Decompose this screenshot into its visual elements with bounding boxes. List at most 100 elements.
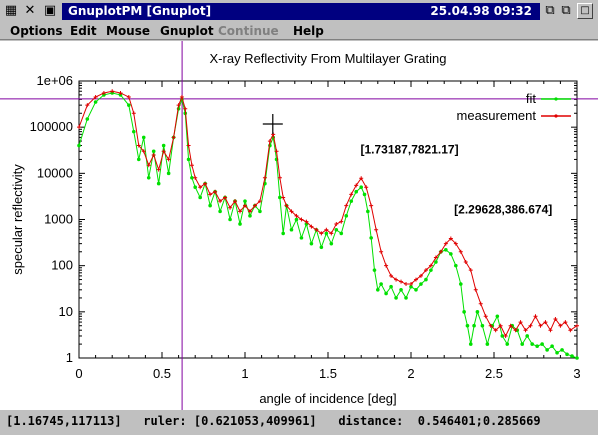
legend-label-measurement: measurement [457, 108, 537, 123]
y-tick-label: 100 [51, 258, 73, 273]
series-measurement-point [493, 328, 498, 333]
series-fit-point [485, 342, 490, 346]
title-bar[interactable]: ▦ ✕ ▣ GnuplotPM [Gnuplot] 25.04.98 09:32… [0, 0, 598, 22]
menu-mouse[interactable]: Mouse [106, 24, 151, 38]
y-axis-label: specular reflectivity [10, 164, 25, 275]
series-fit-point [339, 231, 344, 236]
series-fit-point [77, 143, 81, 148]
status-bar: [1.16745,117113] ruler: [0.621053,409961… [0, 411, 598, 435]
series-measurement-point [458, 249, 463, 254]
series-fit-point [127, 103, 131, 107]
series-measurement-point [558, 323, 563, 328]
series-fit-point [354, 189, 359, 194]
series-measurement-point [349, 192, 354, 197]
series-measurement-point [93, 95, 98, 100]
series-measurement-point [171, 135, 176, 140]
series-measurement-point [101, 90, 106, 95]
menu-options[interactable]: Options [10, 24, 63, 38]
series-measurement-point [483, 314, 488, 319]
series-measurement-point [508, 323, 513, 328]
series-measurement-point [428, 263, 433, 268]
plot-canvas[interactable]: X-ray Reflectivity From Multilayer Grati… [0, 41, 598, 410]
series-measurement-point [533, 314, 538, 319]
series-fit-point [238, 222, 242, 226]
series-measurement-point [274, 149, 279, 154]
window-list-icon[interactable]: ⧉ [561, 3, 571, 18]
series-fit-point [334, 227, 339, 232]
tile-windows-icon[interactable]: ▣ [43, 3, 57, 18]
series-fit-point [248, 214, 252, 218]
series-measurement-point [252, 203, 257, 208]
series-measurement-point [488, 323, 493, 328]
series-fit-point [281, 231, 285, 236]
title-clock: 25.04.98 09:32 [430, 4, 532, 18]
series-fit-point [193, 185, 197, 190]
close-x-icon[interactable]: ✕ [24, 3, 36, 18]
series-fit-point [555, 350, 559, 355]
series-measurement-point [284, 203, 289, 208]
series-fit-point [495, 314, 500, 319]
series-fit-point [505, 342, 510, 346]
x-tick-label: 0.5 [153, 366, 171, 381]
series-measurement-point [233, 199, 238, 204]
series-measurement-point [503, 333, 508, 338]
series-measurement-point [228, 205, 233, 210]
y-tick-label: 1e+06 [36, 73, 73, 88]
series-measurement-point [418, 273, 423, 278]
gnuplot-app-icon[interactable]: ▦ [4, 3, 18, 18]
series-measurement-point [543, 320, 548, 325]
point-annotation: [2.29628,386.674] [454, 203, 552, 217]
series-measurement-point [399, 279, 404, 284]
series-fit-point [218, 209, 222, 214]
x-tick-label: 2.5 [485, 366, 503, 381]
series-fit-point [289, 227, 294, 232]
window-title: GnuplotPM [Gnuplot] [68, 4, 212, 18]
series-fit-point [208, 203, 212, 208]
series-measurement-point [141, 149, 146, 154]
series-fit-point [278, 195, 282, 200]
series-measurement-point [389, 273, 394, 278]
series-fit-point [319, 245, 324, 250]
series-measurement-point [131, 111, 136, 116]
series-measurement-point [548, 328, 553, 333]
series-measurement-point [281, 195, 286, 200]
menu-gnuplot[interactable]: Gnuplot [160, 24, 214, 38]
series-measurement-point [354, 183, 359, 188]
point-annotation: [1.73187,7821.17] [360, 142, 458, 156]
series-fit-point [156, 181, 161, 186]
series-measurement-point [575, 323, 579, 328]
series-fit-point [161, 143, 166, 148]
series-measurement-point [136, 143, 141, 148]
series-fit-point [362, 192, 367, 197]
y-tick-label: 10000 [37, 165, 73, 180]
series-fit-point [376, 288, 380, 292]
series-measurement-point [294, 213, 299, 218]
series-measurement-point [433, 255, 438, 260]
series-fit-point [404, 296, 408, 300]
series-measurement-point [538, 323, 543, 328]
menu-help[interactable]: Help [293, 24, 324, 38]
series-measurement-point [563, 320, 568, 325]
series-fit-point [372, 268, 377, 272]
series-measurement-point [146, 163, 151, 168]
series-measurement-point [183, 106, 188, 111]
menu-continue: Continue [218, 24, 279, 38]
menu-edit[interactable]: Edit [70, 24, 97, 38]
maximize-icon[interactable]: □ [577, 3, 593, 19]
series-measurement-point [126, 95, 131, 100]
series-measurement-point [394, 277, 399, 282]
plot-svg[interactable]: X-ray Reflectivity From Multilayer Grati… [0, 41, 598, 410]
x-tick-label: 1.5 [319, 366, 337, 381]
y-tick-label: 10 [59, 304, 73, 319]
status-text: [1.16745,117113] ruler: [0.621053,409961… [6, 414, 541, 428]
series-measurement-point [413, 277, 418, 282]
cascade-windows-icon[interactable]: ⧉ [545, 3, 555, 18]
y-tick-label: 1 [66, 350, 73, 365]
series-fit-point [186, 157, 191, 162]
series-fit-point [329, 241, 334, 246]
legend-marker-fit [554, 97, 558, 101]
legend-marker-measurement [554, 114, 558, 118]
series-measurement-point [453, 241, 458, 246]
series-fit-point [228, 217, 232, 222]
series-measurement-point [156, 167, 161, 172]
